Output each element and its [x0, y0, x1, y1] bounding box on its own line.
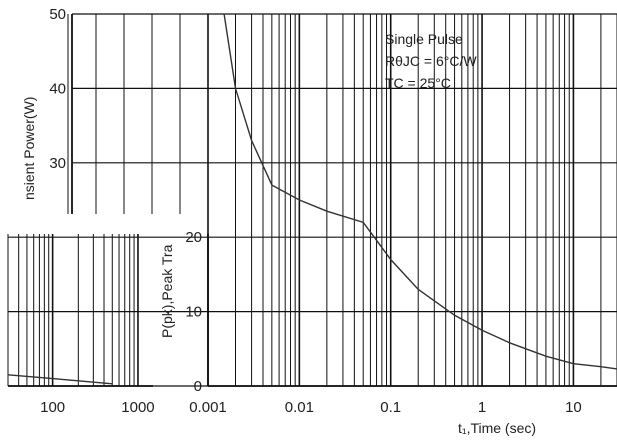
y-tick-label: 40 — [49, 80, 66, 97]
annotation-line-3: TC = 25°C — [385, 75, 451, 91]
left-panel-curve — [7, 374, 113, 385]
x-axis-title: t₁,Time (sec) — [458, 420, 536, 436]
left-x-tick-label: 1000 — [121, 399, 154, 416]
y-tick-label: 50 — [49, 6, 66, 23]
y-tick-label: 30 — [49, 155, 66, 172]
left-x-tick-label: 100 — [40, 399, 65, 416]
x-tick-label: 0.1 — [380, 399, 401, 416]
y-axis-title-top: nsient Power(W) — [21, 97, 37, 200]
y-axis-title-bottom: P(pk),Peak Tra — [159, 244, 175, 338]
x-tick-label: 0.001 — [189, 399, 227, 416]
x-tick-label: 1 — [478, 399, 486, 416]
annotation-line-1: Single Pulse — [385, 31, 463, 47]
curve-layer — [7, 13, 617, 385]
annotation-block: Single Pulse RθJC = 6°C/W TC = 25°C — [385, 31, 477, 91]
grid-layer — [7, 13, 617, 387]
y-tick-label: 0 — [194, 378, 202, 395]
x-tick-label: 0.01 — [285, 399, 314, 416]
annotation-line-2: RθJC = 6°C/W — [385, 53, 477, 69]
series-line-0 — [223, 13, 617, 370]
tick-layer: 0 10 20 30 40 50 0.001 0.01 0.1 1 10 100 1000 — [40, 6, 582, 416]
x-tick-label: 10 — [565, 399, 582, 416]
y-tick-label: 20 — [185, 229, 202, 246]
y-tick-label: 10 — [185, 304, 202, 321]
